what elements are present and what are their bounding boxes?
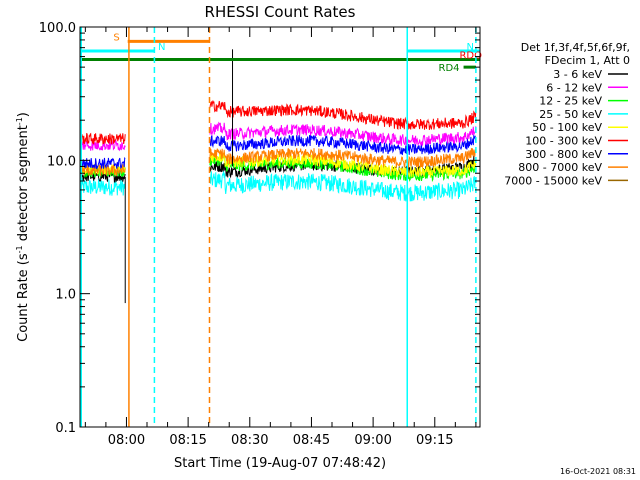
- data-layer: [80, 49, 477, 304]
- y-axis-label-prefix: Count Rate (s: [16, 253, 31, 342]
- timestamp: 16-Oct-2021 08:31: [560, 467, 636, 476]
- legend-label-7: 800 - 7000 keV: [518, 161, 602, 174]
- flag-label-5: RDO: [459, 51, 482, 62]
- y-tick-label-2: 1.0: [55, 288, 76, 303]
- y-axis-label-sup: -1: [15, 245, 24, 253]
- x-tick-label-2: 08:30: [231, 433, 268, 448]
- legend-header-line2: FDecim 1, Att 0: [545, 54, 630, 67]
- x-tick-label-4: 09:00: [354, 433, 391, 448]
- legend: Det 1f,3f,4f,5f,6f,9f, FDecim 1, Att 0 3…: [504, 41, 630, 187]
- chart-title: RHESSI Count Rates: [205, 3, 356, 21]
- legend-label-2: 12 - 25 keV: [539, 95, 602, 108]
- series-line-300-800kev-b: [209, 133, 477, 156]
- series-line-300-800kev-a: [80, 157, 126, 170]
- y-tick-label-1: 10.0: [47, 154, 76, 169]
- y-tick-label-0: 100.0: [39, 21, 76, 36]
- y-axis-label: Count Rate (s-1 detector segment-1): [15, 112, 31, 342]
- axis-layer: 100.0 10.0 1.0 0.1 08:00 08:15 08:30 08:45 09:00…: [39, 21, 480, 448]
- vline-layer: [80, 27, 477, 427]
- legend-label-4: 50 - 100 keV: [532, 121, 602, 134]
- x-tick-label-3: 08:45: [293, 433, 330, 448]
- legend-label-1: 6 - 12 keV: [546, 81, 602, 94]
- x-axis-label: Start Time (19-Aug-07 07:48:42): [174, 456, 386, 471]
- series-line-100-300kev-a: [80, 132, 126, 145]
- flag-label-4: RD4: [439, 63, 460, 74]
- legend-label-8: 7000 - 15000 keV: [504, 174, 602, 187]
- series-line-25-50kev-b: [209, 171, 477, 202]
- legend-label-6: 300 - 800 keV: [525, 148, 602, 161]
- legend-label-3: 25 - 50 keV: [539, 108, 602, 121]
- y-tick-label-3: 0.1: [55, 421, 76, 436]
- y-axis-label-suffix: ): [16, 112, 31, 117]
- x-tick-label-5: 09:15: [416, 433, 453, 448]
- x-tick-label-0: 08:00: [108, 433, 145, 448]
- plot-frame: [79, 26, 481, 428]
- series-line-25-50kev-a: [80, 178, 126, 196]
- flag-label-0: S: [113, 32, 119, 43]
- flag-label-1: N: [158, 42, 165, 53]
- legend-header-line1: Det 1f,3f,4f,5f,6f,9f,: [521, 41, 630, 54]
- legend-label-0: 3 - 6 keV: [553, 68, 602, 81]
- flag-label-2: N: [467, 42, 474, 53]
- y-axis-label-sup2: -1: [15, 117, 24, 125]
- series-line-800-7000kev-b: [209, 147, 476, 169]
- series-line-50-100kev-b: [209, 151, 477, 178]
- x-tick-label-1: 08:15: [169, 433, 206, 448]
- legend-label-5: 100 - 300 keV: [525, 135, 602, 148]
- y-axis-label-mid: detector segment: [16, 125, 31, 245]
- series-line-6-12kev-b: [209, 121, 477, 147]
- series-line-100-300kev-b: [209, 100, 477, 130]
